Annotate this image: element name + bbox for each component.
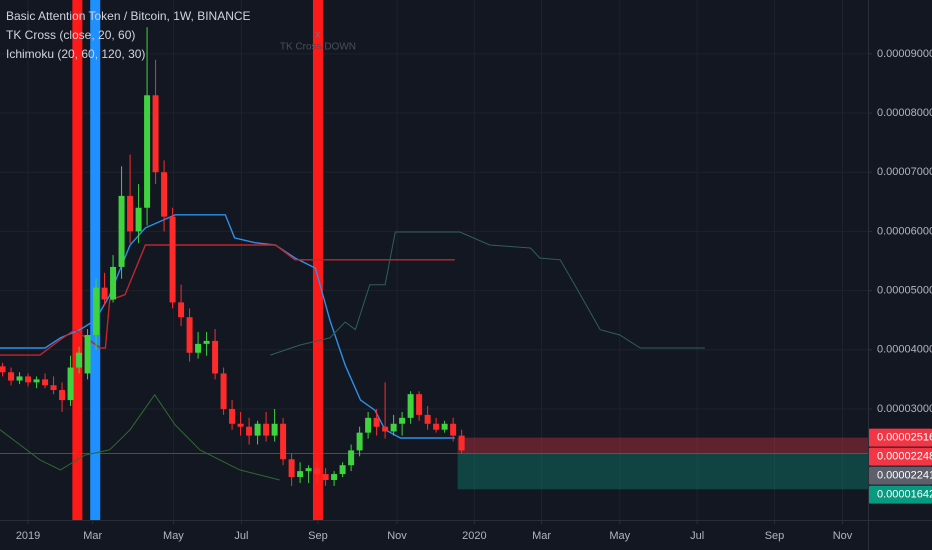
- y-tick-label: 0.00005000: [877, 285, 932, 297]
- candle-body: [220, 373, 227, 409]
- candle-body: [314, 468, 321, 475]
- x-tick-label: May: [163, 530, 184, 542]
- x-tick-label: Mar: [83, 530, 102, 542]
- candle-body: [93, 287, 100, 335]
- candle-body: [84, 334, 91, 374]
- candle-body: [50, 385, 57, 391]
- price-label: 0.00002241: [877, 470, 932, 482]
- candle-body: [135, 207, 142, 232]
- candle-body: [101, 287, 108, 300]
- candle-body: [297, 471, 304, 478]
- candle-body: [433, 423, 440, 430]
- indicator-line: [0, 214, 455, 439]
- y-tick-label: 0.00007000: [877, 166, 932, 178]
- x-tick-label: May: [609, 530, 630, 542]
- candle-body: [424, 414, 431, 424]
- price-label-box: [869, 447, 932, 466]
- axes: 0.00003000 0.00004000 0.00005000 0.00006000…: [16, 48, 932, 542]
- y-tick-label: 0.00003000: [877, 403, 932, 415]
- candle-body: [365, 417, 372, 433]
- price-label-box: [869, 466, 932, 485]
- y-tick-label: 0.00006000: [877, 225, 932, 237]
- candle-body: [33, 379, 40, 383]
- candle-body: [25, 376, 32, 383]
- candle-body: [42, 379, 49, 386]
- x-tick-label: Mar: [532, 530, 551, 542]
- plot-area: xTK Cross DOWN: [0, 0, 868, 520]
- indicator-line: [270, 231, 705, 356]
- candle-body: [288, 459, 295, 478]
- x-tick-label: Nov: [833, 530, 853, 542]
- y-tick-label: 0.00008000: [877, 107, 932, 119]
- candle-body: [407, 394, 414, 418]
- x-tick-label: 2020: [462, 530, 486, 542]
- candle-body: [305, 468, 312, 472]
- candle-body: [178, 302, 185, 318]
- candle-body: [8, 372, 15, 381]
- candle-body: [399, 417, 406, 424]
- candle-body: [416, 394, 423, 415]
- candle-body: [118, 195, 125, 267]
- price-label: 0.00002516: [877, 432, 932, 444]
- signal-bar: [72, 0, 83, 520]
- signal-text: TK Cross DOWN: [280, 42, 356, 53]
- signal-marker: x: [315, 30, 320, 41]
- candle-body: [203, 340, 210, 344]
- x-tick-label: 2019: [16, 530, 40, 542]
- y-tick-label: 0.00004000: [877, 344, 932, 356]
- candle-body: [127, 195, 134, 232]
- candle-body: [212, 340, 219, 374]
- candle-body: [186, 317, 193, 353]
- candle-body: [322, 474, 329, 480]
- candle-body: [373, 417, 380, 427]
- y-tick-label: 0.00009000: [877, 48, 932, 60]
- x-tick-label: Jul: [234, 530, 248, 542]
- candle-body: [16, 376, 23, 381]
- candle-body: [169, 216, 176, 303]
- candle-body: [67, 367, 74, 401]
- x-tick-label: Sep: [765, 530, 785, 542]
- candle-body: [339, 465, 346, 475]
- candle-body: [441, 423, 448, 430]
- indicator-line: [0, 393, 280, 481]
- candle-body: [152, 95, 159, 173]
- candle-body: [458, 435, 465, 451]
- price-label-box: [869, 485, 932, 504]
- candle-body: [271, 423, 278, 436]
- candle-body: [195, 343, 202, 353]
- candle-body: [356, 432, 363, 451]
- candle-body: [450, 423, 457, 436]
- target-zone: [457, 453, 868, 490]
- candle-body: [110, 266, 117, 300]
- signal-bar: [90, 0, 101, 520]
- candle-body: [280, 423, 287, 460]
- stop-zone: [457, 437, 868, 454]
- candle-body: [254, 423, 261, 436]
- candle-body: [390, 423, 397, 432]
- price-label: 0.00001642: [877, 489, 932, 501]
- candle-body: [59, 390, 66, 401]
- indicator-line: [0, 244, 455, 356]
- candle-body: [382, 426, 389, 432]
- indicator-label: Ichimoku (20, 60, 120, 30): [6, 47, 145, 61]
- candle-body: [76, 352, 83, 368]
- candle-body: [263, 423, 270, 436]
- candle-body: [331, 474, 338, 480]
- candle-body: [144, 95, 151, 208]
- indicator-label: TK Cross (close, 20, 60): [6, 28, 135, 42]
- candle-body: [0, 366, 6, 373]
- candle-body: [246, 426, 253, 436]
- candle-body: [237, 423, 244, 427]
- x-tick-label: Jul: [690, 530, 704, 542]
- price-label-box: [869, 428, 932, 447]
- candle-body: [161, 172, 168, 217]
- price-label: 0.00002248: [877, 451, 932, 463]
- candle-body: [348, 450, 355, 466]
- x-tick-label: Sep: [308, 530, 328, 542]
- chart-title: Basic Attention Token / Bitcoin, 1W, BIN…: [6, 9, 251, 23]
- x-tick-label: Nov: [387, 530, 407, 542]
- candle-body: [229, 408, 236, 424]
